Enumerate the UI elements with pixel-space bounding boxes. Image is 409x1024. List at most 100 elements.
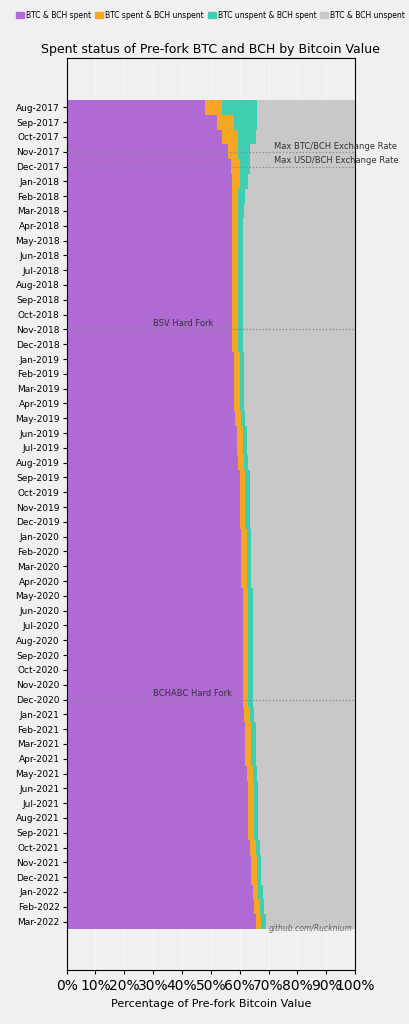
Bar (243, 263, 355, 278)
Bar (253, 766, 257, 781)
Text: BCHABC Hard Fork: BCHABC Hard Fork (153, 689, 232, 698)
Bar (247, 573, 251, 589)
Bar (238, 293, 243, 307)
Bar (67, 174, 232, 188)
Bar (243, 218, 355, 233)
Bar (250, 840, 256, 855)
Bar (67, 337, 232, 351)
Bar (258, 781, 355, 796)
Bar (232, 174, 240, 188)
Bar (232, 337, 238, 351)
Bar (257, 869, 261, 885)
Bar (257, 766, 355, 781)
Bar (238, 307, 243, 322)
Bar (251, 736, 256, 752)
Bar (248, 456, 355, 470)
Bar (244, 456, 248, 470)
Bar (67, 307, 232, 322)
Bar (251, 869, 257, 885)
Bar (238, 204, 244, 218)
Bar (243, 618, 248, 633)
Bar (67, 351, 234, 367)
Bar (248, 692, 253, 707)
Bar (235, 411, 241, 426)
Bar (238, 263, 243, 278)
Bar (243, 293, 355, 307)
Bar (256, 752, 355, 766)
Bar (231, 159, 240, 174)
Bar (67, 722, 245, 736)
Bar (238, 144, 250, 159)
Bar (67, 411, 235, 426)
Bar (67, 500, 240, 514)
Bar (251, 855, 257, 869)
Bar (245, 411, 355, 426)
Text: Max BTC/BCH Exchange Rate: Max BTC/BCH Exchange Rate (274, 141, 397, 151)
Bar (251, 544, 355, 559)
Bar (67, 396, 234, 411)
Bar (257, 115, 355, 130)
Bar (251, 752, 256, 766)
Bar (247, 529, 251, 544)
Bar (244, 204, 355, 218)
Bar (67, 736, 245, 752)
Bar (250, 514, 355, 529)
Bar (67, 914, 256, 929)
Bar (238, 456, 244, 470)
Bar (250, 484, 355, 500)
Bar (250, 159, 355, 174)
Bar (240, 367, 244, 381)
Bar (256, 722, 355, 736)
Bar (67, 144, 228, 159)
Bar (245, 722, 251, 736)
Bar (67, 885, 253, 899)
Bar (67, 811, 248, 825)
Bar (257, 100, 355, 115)
Bar (67, 159, 231, 174)
Bar (232, 307, 238, 322)
Bar (256, 130, 355, 144)
Bar (240, 514, 245, 529)
Bar (243, 633, 248, 648)
Bar (254, 825, 258, 840)
Bar (205, 100, 222, 115)
Bar (251, 573, 355, 589)
Bar (243, 677, 248, 692)
Bar (256, 736, 355, 752)
Bar (260, 899, 264, 914)
Bar (253, 648, 355, 663)
Bar (250, 144, 355, 159)
Bar (241, 544, 247, 559)
Bar (245, 752, 251, 766)
Bar (243, 589, 248, 603)
Bar (67, 204, 232, 218)
Bar (245, 470, 250, 484)
Bar (241, 559, 247, 573)
Bar (243, 233, 355, 248)
Bar (253, 663, 355, 677)
Bar (241, 573, 247, 589)
Bar (240, 396, 244, 411)
Bar (248, 811, 254, 825)
Bar (248, 589, 253, 603)
Bar (247, 426, 355, 440)
Bar (67, 440, 237, 456)
Bar (244, 396, 355, 411)
Legend: BTC & BCH spent, BTC spent & BCH unspent, BTC unspent & BCH spent, BTC & BCH uns: BTC & BCH spent, BTC spent & BCH unspent… (13, 7, 408, 23)
Bar (67, 677, 243, 692)
Bar (248, 648, 253, 663)
Bar (67, 589, 243, 603)
Bar (247, 766, 253, 781)
Bar (240, 484, 245, 500)
Bar (67, 514, 240, 529)
Bar (67, 218, 232, 233)
Bar (222, 130, 238, 144)
Bar (251, 722, 256, 736)
Bar (232, 248, 238, 263)
Bar (243, 426, 247, 440)
Bar (263, 885, 355, 899)
Bar (241, 411, 245, 426)
Bar (67, 263, 232, 278)
Bar (240, 351, 244, 367)
Bar (67, 796, 248, 811)
